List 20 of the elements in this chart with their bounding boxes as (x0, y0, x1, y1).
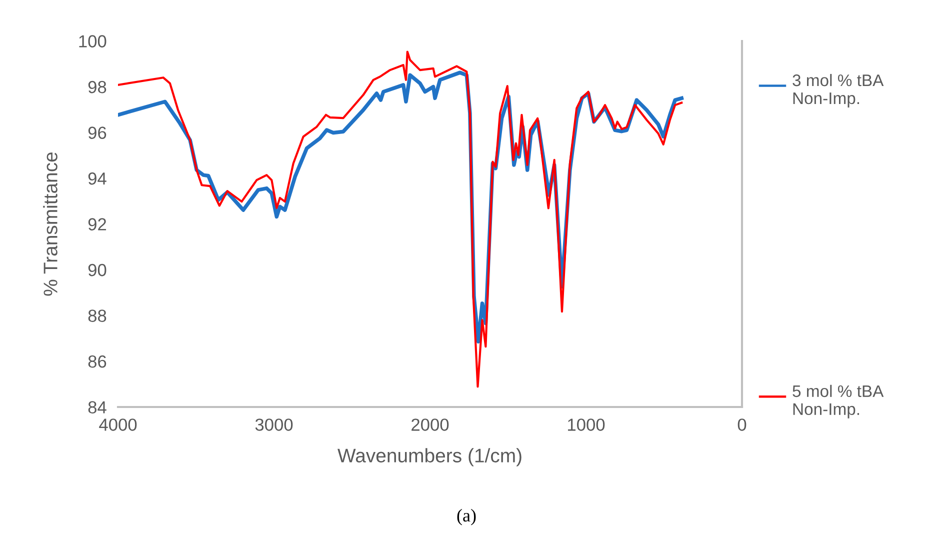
y-tick-label: 100 (79, 35, 106, 48)
y-tick-label: 96 (88, 126, 106, 139)
x-tick-label: 0 (738, 418, 746, 431)
line-series (118, 50, 683, 388)
y-tick-label: 98 (88, 80, 106, 94)
x-tick-label: 4000 (99, 418, 137, 431)
text: (a) (457, 508, 476, 526)
legend-label: 3 mol % tBA Non-Imp. (792, 74, 884, 108)
y-axis-title: % Transmittance (43, 152, 58, 296)
y-tick-label: 92 (88, 218, 106, 230)
legend-label: 5 mol % tBA Non-Imp. (792, 384, 884, 418)
y-tick-label: 90 (88, 264, 106, 276)
y-tick-label: 86 (88, 355, 106, 368)
y-tick-label: 88 (88, 310, 106, 322)
y-tick-label: 84 (88, 401, 106, 414)
x-axis-title: Wavenumbers (1/cm) (338, 448, 522, 466)
y-tick-label: 94 (88, 172, 106, 185)
x-tick-label: 3000 (255, 418, 293, 431)
x-tick-label: 1000 (568, 418, 605, 431)
x-tick-label: 2000 (412, 418, 449, 431)
